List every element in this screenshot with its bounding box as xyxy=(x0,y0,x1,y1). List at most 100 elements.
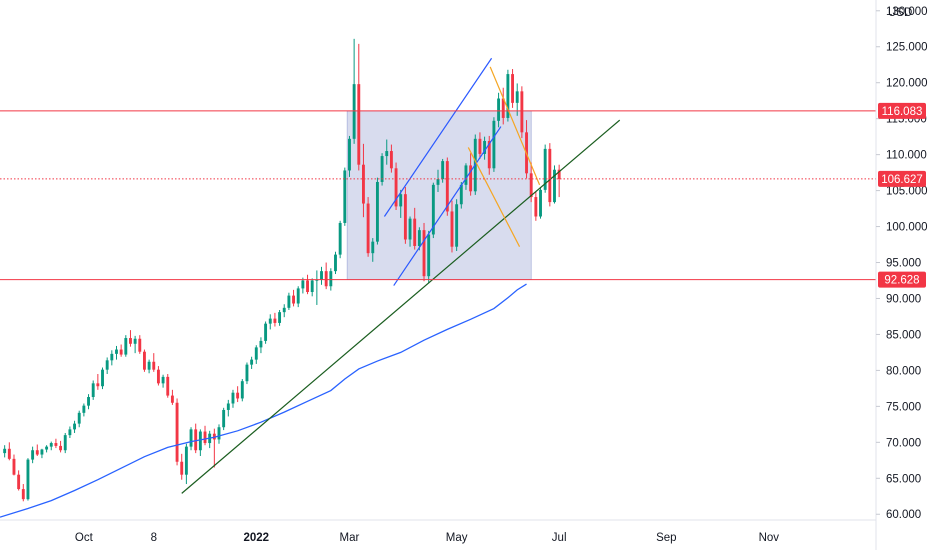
candle xyxy=(250,356,254,369)
candle-body xyxy=(170,395,174,403)
candle-body xyxy=(324,271,328,287)
y-tick-label: 105.000 xyxy=(886,186,928,198)
candle xyxy=(371,238,375,262)
candle xyxy=(12,454,16,476)
candle xyxy=(124,335,128,357)
candle xyxy=(40,448,44,459)
candle-body xyxy=(268,318,272,324)
candle xyxy=(175,398,179,466)
candle-body xyxy=(7,448,11,459)
candle-body xyxy=(520,91,524,133)
candle xyxy=(301,277,305,294)
candle xyxy=(506,69,510,122)
candle-body xyxy=(469,165,473,192)
candle-body xyxy=(408,218,412,240)
candle-body xyxy=(133,338,137,344)
candle xyxy=(403,186,407,244)
candle-body xyxy=(506,74,510,118)
candle-body xyxy=(292,295,295,304)
candle xyxy=(385,139,389,165)
candle-body xyxy=(17,474,21,490)
candle xyxy=(278,309,282,326)
candle-body xyxy=(259,340,263,348)
candle-body xyxy=(366,203,370,254)
candle-body xyxy=(497,98,501,121)
candle xyxy=(366,197,370,257)
channel-lower-line[interactable] xyxy=(393,126,502,286)
candle-body xyxy=(413,218,417,246)
candle xyxy=(26,458,30,501)
candle xyxy=(231,389,235,408)
y-axis-ticks: 60.000 65.000 70.000 75.000 80.000 85.000 90.0… xyxy=(876,6,928,521)
candle-body xyxy=(529,173,533,198)
candle-body xyxy=(557,169,561,180)
candle xyxy=(152,353,156,372)
candle xyxy=(408,216,412,247)
candle-body xyxy=(161,376,165,384)
candle xyxy=(245,362,249,385)
falling-lower-line[interactable] xyxy=(467,147,521,247)
candle xyxy=(427,230,431,284)
candle xyxy=(259,337,263,354)
candle-body xyxy=(348,138,351,171)
y-tick-label: 120.000 xyxy=(886,78,928,90)
candle xyxy=(133,335,137,354)
candle-body xyxy=(222,409,226,428)
candle xyxy=(548,143,552,207)
falling-upper-line[interactable] xyxy=(489,66,541,186)
channel-upper-line[interactable] xyxy=(383,57,493,217)
candle-body xyxy=(110,353,114,361)
candle-body xyxy=(54,443,58,446)
candle-body xyxy=(450,211,454,247)
support-trend-line[interactable] xyxy=(181,119,621,494)
candle-body xyxy=(278,312,282,323)
candle-body xyxy=(296,288,300,304)
candle-body xyxy=(338,222,342,255)
candle xyxy=(7,442,11,461)
candle xyxy=(399,189,403,218)
candle-body xyxy=(478,138,482,154)
x-tick-label: 2022 xyxy=(243,532,269,544)
candles-layer xyxy=(3,38,561,502)
candle xyxy=(166,373,170,398)
candle xyxy=(492,117,496,172)
y-tick-label: 90.000 xyxy=(886,293,921,305)
candle-body xyxy=(282,307,286,313)
candle-body xyxy=(189,429,193,447)
candle xyxy=(282,304,286,318)
candle-body xyxy=(226,403,230,410)
candle xyxy=(557,164,561,198)
y-tick-label: 125.000 xyxy=(886,42,928,54)
candle xyxy=(436,169,440,193)
candle-body xyxy=(45,446,49,450)
x-tick-label: Mar xyxy=(340,532,360,544)
candle xyxy=(91,380,95,400)
candle xyxy=(156,366,160,386)
candle-body xyxy=(399,194,403,207)
y-tick-label: 75.000 xyxy=(886,401,921,413)
candle-body xyxy=(236,392,240,399)
candle xyxy=(296,286,300,308)
candle xyxy=(422,222,426,282)
candle-body xyxy=(143,351,146,370)
candle-body xyxy=(91,383,95,398)
candle xyxy=(35,444,39,456)
candle xyxy=(217,424,221,444)
candle xyxy=(194,423,198,454)
candle-body xyxy=(371,241,375,254)
y-tick-label: 60.000 xyxy=(886,509,921,521)
candle-body xyxy=(403,194,407,240)
candle-body xyxy=(245,364,249,382)
candle xyxy=(203,425,207,446)
candle xyxy=(352,38,356,144)
candle xyxy=(82,403,86,417)
candle-body xyxy=(543,148,547,190)
candle-body xyxy=(362,164,365,204)
trendlines-layer xyxy=(181,57,621,494)
candle xyxy=(31,446,35,464)
moving-average-line[interactable] xyxy=(0,283,527,518)
candle xyxy=(138,335,142,354)
candle xyxy=(539,186,542,219)
candle xyxy=(306,274,309,295)
